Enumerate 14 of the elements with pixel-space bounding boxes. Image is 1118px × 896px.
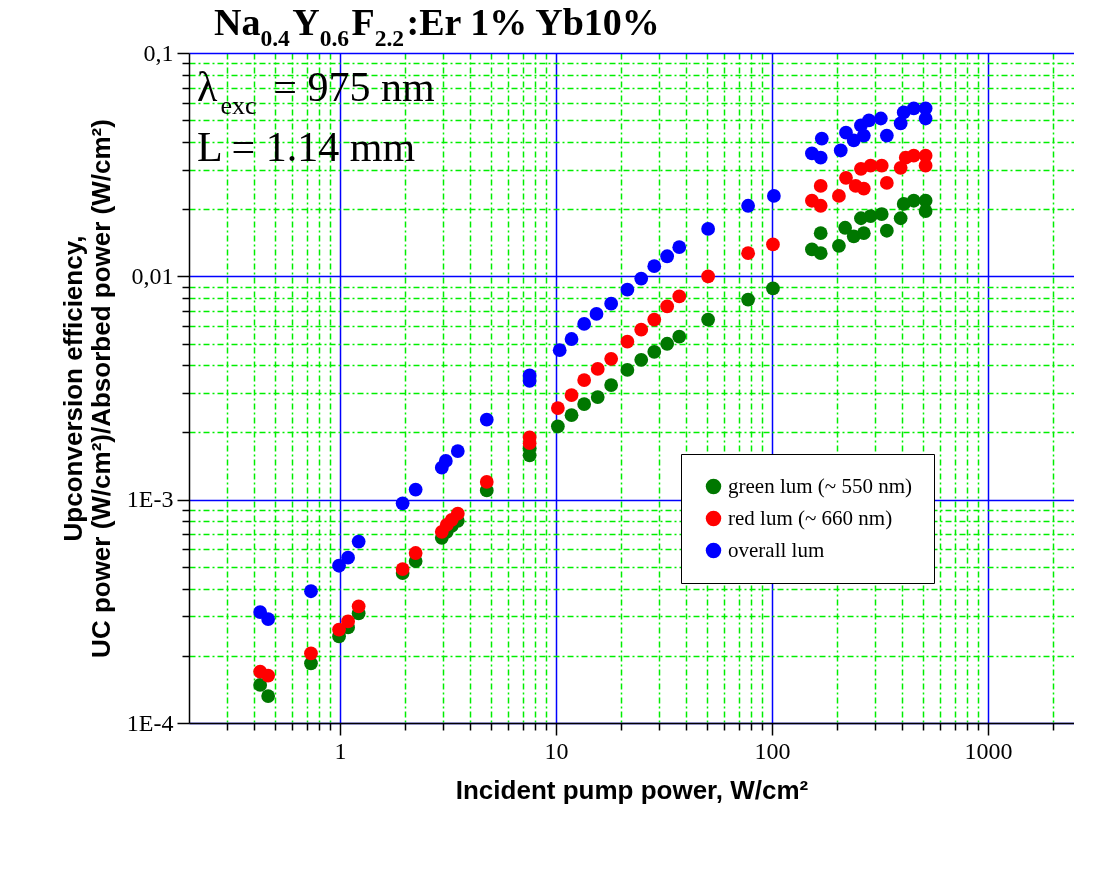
x-tick-label: 1000	[964, 737, 1013, 764]
x-tick-label: 1	[334, 737, 347, 764]
legend-label: red lum (~ 660 nm)	[728, 505, 893, 530]
y-tick-label: 0,1	[143, 39, 174, 66]
annotation: L = 1.14 mm	[197, 124, 416, 170]
x-axis-title: Incident pump power, W/cm²	[455, 774, 809, 805]
legend-label: green lum (~ 550 nm)	[728, 473, 912, 498]
x-tick-label: 10	[544, 737, 569, 764]
y-tick-label: 0,01	[131, 262, 174, 289]
y-tick-label: 1E-4	[126, 709, 174, 736]
y-tick-label: 1E-3	[126, 486, 174, 513]
legend-label: overall lum	[728, 537, 825, 562]
y-axis-title: Upconversion efficiency, UC power (W/cm²)/Absorbed power (W/cm²)	[57, 119, 116, 658]
x-tick-label: 100	[754, 737, 791, 764]
